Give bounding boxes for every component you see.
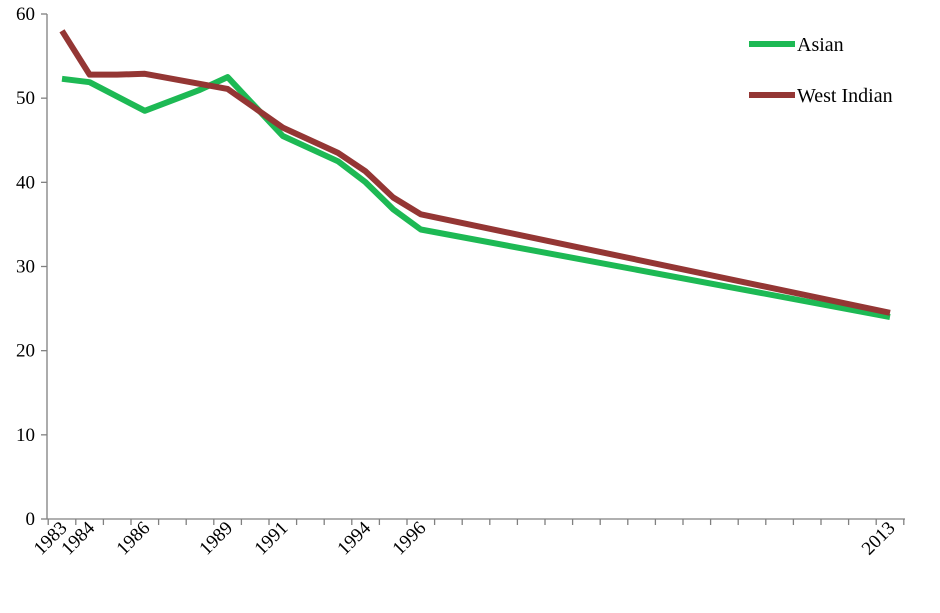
- x-tick-label: 1984: [57, 517, 99, 559]
- series-layer: [59, 29, 891, 320]
- legend-label: Asian: [797, 34, 844, 56]
- legend: Asian West Indian: [749, 34, 893, 107]
- y-tick-label: 20: [16, 341, 35, 362]
- y-tick-label: 30: [16, 257, 35, 278]
- series-line-west-indian: [59, 29, 891, 316]
- y-tick-label: 10: [16, 425, 35, 446]
- y-tick-label: 40: [16, 172, 35, 193]
- y-ticks: 0 10 20 30 40 50 60: [16, 4, 47, 530]
- series-line-asian: [61, 74, 891, 320]
- x-tick-label: 1991: [251, 518, 293, 560]
- x-tick-label: 2013: [858, 518, 900, 560]
- x-tick-label: 1996: [389, 518, 431, 560]
- y-tick-label: 60: [16, 4, 35, 25]
- legend-label: West Indian: [797, 85, 893, 107]
- y-tick-label: 50: [16, 88, 35, 109]
- y-tick-label: 0: [26, 509, 36, 530]
- x-tick-label: 1989: [195, 518, 237, 560]
- x-tick-label: 1994: [333, 517, 375, 559]
- x-tick-label: 1986: [113, 518, 155, 560]
